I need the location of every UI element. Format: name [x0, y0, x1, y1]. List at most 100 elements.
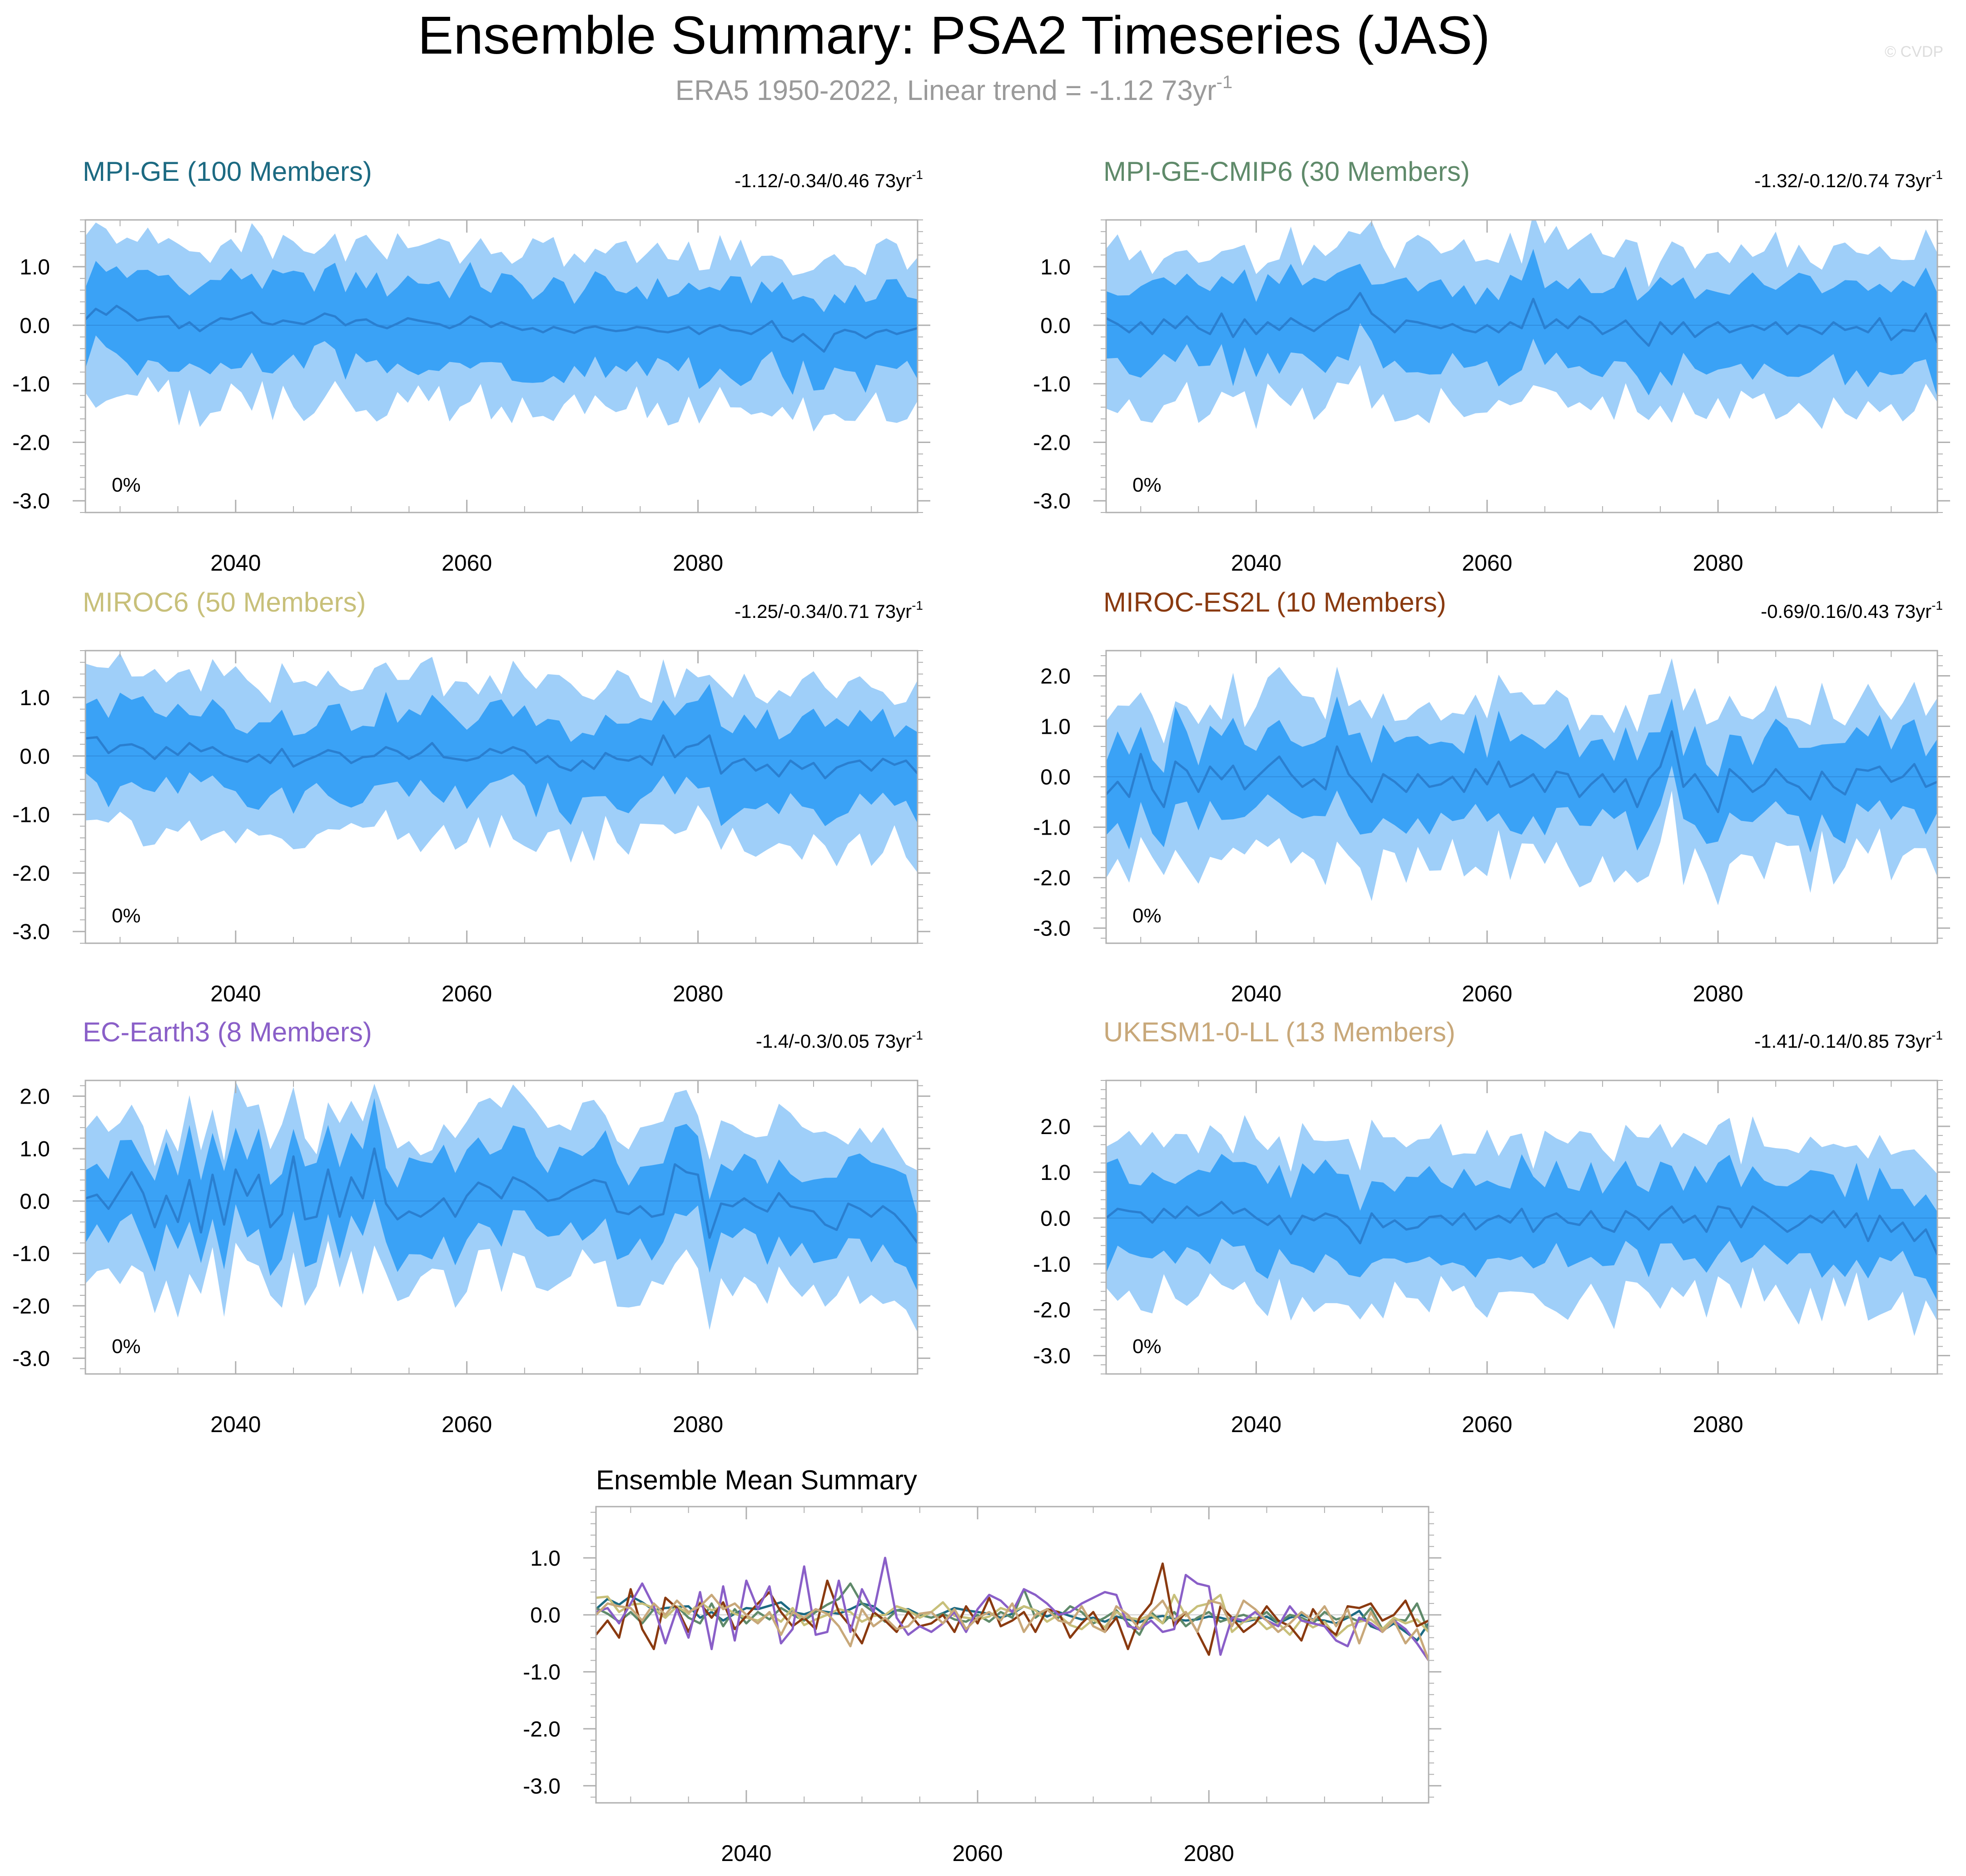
ensemble-mean-line — [1106, 730, 1937, 813]
plot-frame — [84, 219, 918, 513]
panel-trend-sup: -1 — [912, 168, 923, 182]
ensemble-mean-line — [85, 1147, 918, 1244]
panel-trend-main: -1.4/-0.3/0.05 73yr — [756, 1030, 912, 1052]
panel-trend-label: -1.4/-0.3/0.05 73yr-1 — [756, 1028, 923, 1052]
inner-spread-band — [85, 261, 918, 395]
series-line-miroc-es2l — [596, 1562, 1429, 1656]
y-tick-label: -2.0 — [1033, 866, 1071, 891]
plot-area — [85, 222, 918, 432]
chart-panel-7: Ensemble Mean Summary 2040 2060 2080 1.0 0.0 -… — [523, 1465, 1441, 1866]
percent-label: 0% — [1132, 474, 1162, 496]
x-tick-label: 2080 — [673, 981, 723, 1006]
y-tick-label: -1.0 — [1033, 816, 1071, 840]
panel-trend-sup: -1 — [912, 598, 923, 612]
panel-trend-label: -0.69/0.16/0.43 73yr-1 — [1761, 598, 1943, 622]
chart-panel-6: UKESM1-0-LL (13 Members) -1.41/-0.14/0.85… — [1033, 1017, 1950, 1437]
chart-panel-2: MPI-GE-CMIP6 (30 Members) -1.32/-0.12/0.7… — [1033, 156, 1950, 576]
panel-trend-label: -1.25/-0.34/0.71 73yr-1 — [735, 598, 923, 622]
x-tick-label: 2040 — [721, 1841, 771, 1866]
x-tick-label: 2060 — [953, 1841, 1003, 1866]
panel-title: EC-Earth3 (8 Members) — [83, 1017, 372, 1047]
y-tick-label: -1.0 — [12, 803, 50, 827]
y-tick-label: 0.0 — [20, 314, 50, 338]
percent-label: 0% — [1132, 905, 1162, 927]
x-tick-label: 2040 — [1231, 550, 1281, 576]
y-tick-label: -1.0 — [1033, 1253, 1071, 1277]
y-tick-label: -3.0 — [12, 1347, 50, 1371]
panel-title: Ensemble Mean Summary — [596, 1465, 917, 1495]
figure-subtitle-main: ERA5 1950-2022, Linear trend = -1.12 73y… — [675, 75, 1216, 106]
y-tick-label: 1.0 — [20, 255, 50, 279]
y-tick-label: 2.0 — [1040, 1115, 1071, 1139]
plot-area — [596, 1557, 1429, 1661]
x-tick-label: 2080 — [1693, 981, 1743, 1006]
y-tick-label: 1.0 — [530, 1547, 561, 1571]
series-line-ukesm1-0-ll — [596, 1593, 1429, 1661]
y-tick-label: -3.0 — [1033, 1344, 1071, 1368]
panel-trend-sup: -1 — [1931, 1028, 1943, 1042]
x-tick-label: 2080 — [673, 1412, 723, 1437]
percent-label: 0% — [112, 1335, 141, 1358]
x-tick-label: 2040 — [1231, 981, 1281, 1006]
y-tick-label: -3.0 — [1033, 489, 1071, 513]
chart-panel-3: MIROC6 (50 Members) -1.25/-0.34/0.71 73yr… — [12, 587, 930, 1006]
y-tick-label: -1.0 — [1033, 373, 1071, 397]
percent-label: 0% — [1132, 1335, 1162, 1358]
y-tick-label: 1.0 — [20, 1137, 50, 1161]
chart-panel-4: MIROC-ES2L (10 Members) -0.69/0.16/0.43 7… — [1033, 587, 1950, 1006]
x-tick-label: 2080 — [1184, 1841, 1234, 1866]
ensemble-mean-line — [1106, 292, 1937, 347]
panel-trend-sup: -1 — [1931, 168, 1943, 182]
inner-spread-band — [1106, 249, 1937, 398]
x-tick-label: 2060 — [1462, 1412, 1512, 1437]
x-tick-label: 2040 — [1231, 1412, 1281, 1437]
y-tick-label: 1.0 — [1040, 255, 1071, 279]
x-tick-label: 2060 — [442, 981, 492, 1006]
panel-trend-main: -1.41/-0.14/0.85 73yr — [1754, 1030, 1931, 1052]
ensemble-mean-line — [85, 304, 918, 353]
figure-subtitle: ERA5 1950-2022, Linear trend = -1.12 73y… — [675, 72, 1232, 106]
y-tick-label: 0.0 — [1040, 314, 1071, 338]
x-tick-label: 2060 — [442, 550, 492, 576]
x-tick-label: 2080 — [1693, 550, 1743, 576]
y-tick-label: 0.0 — [20, 745, 50, 769]
series-line-mpi-ge-cmip6 — [596, 1582, 1429, 1636]
chart-panel-5: EC-Earth3 (8 Members) -1.4/-0.3/0.05 73yr… — [12, 1017, 930, 1437]
x-tick-label: 2080 — [673, 550, 723, 576]
inner-spread-band — [1106, 1154, 1937, 1301]
figure-title: Ensemble Summary: PSA2 Timeseries (JAS) — [418, 5, 1490, 65]
chart-panel-1: MPI-GE (100 Members) -1.12/-0.34/0.46 73y… — [12, 156, 930, 576]
ensemble-mean-line — [1106, 1201, 1937, 1255]
y-tick-label: -3.0 — [1033, 917, 1071, 941]
panel-title: MPI-GE (100 Members) — [83, 156, 372, 187]
plot-frame — [595, 1506, 1430, 1804]
plot-area — [1106, 220, 1937, 429]
y-tick-label: -3.0 — [12, 920, 50, 944]
x-tick-label: 2060 — [1462, 550, 1512, 576]
plot-frame — [1105, 219, 1938, 513]
y-tick-label: -2.0 — [1033, 431, 1071, 455]
inner-spread-band — [85, 1098, 918, 1292]
x-tick-label: 2040 — [210, 1412, 261, 1437]
plot-area — [85, 653, 918, 873]
y-tick-label: -2.0 — [12, 861, 50, 886]
y-tick-label: -1.0 — [12, 373, 50, 397]
y-tick-label: -2.0 — [1033, 1299, 1071, 1323]
panel-title: MIROC-ES2L (10 Members) — [1103, 587, 1446, 617]
x-tick-label: 2040 — [210, 981, 261, 1006]
panel-trend-label: -1.12/-0.34/0.46 73yr-1 — [735, 168, 923, 191]
inner-spread-band — [85, 684, 918, 826]
y-tick-label: 0.0 — [1040, 1207, 1071, 1231]
panel-trend-main: -0.69/0.16/0.43 73yr — [1761, 601, 1931, 622]
panel-trend-main: -1.12/-0.34/0.46 73yr — [735, 170, 912, 191]
series-line-ec-earth3 — [596, 1557, 1429, 1661]
y-tick-label: -3.0 — [523, 1774, 561, 1798]
x-tick-label: 2080 — [1693, 1412, 1743, 1437]
panel-trend-label: -1.32/-0.12/0.74 73yr-1 — [1754, 168, 1943, 191]
y-tick-label: 2.0 — [20, 1085, 50, 1109]
y-tick-label: -2.0 — [12, 1294, 50, 1319]
y-tick-label: 2.0 — [1040, 665, 1071, 689]
panel-trend-sup: -1 — [912, 1028, 923, 1042]
inner-spread-band — [1106, 696, 1937, 853]
